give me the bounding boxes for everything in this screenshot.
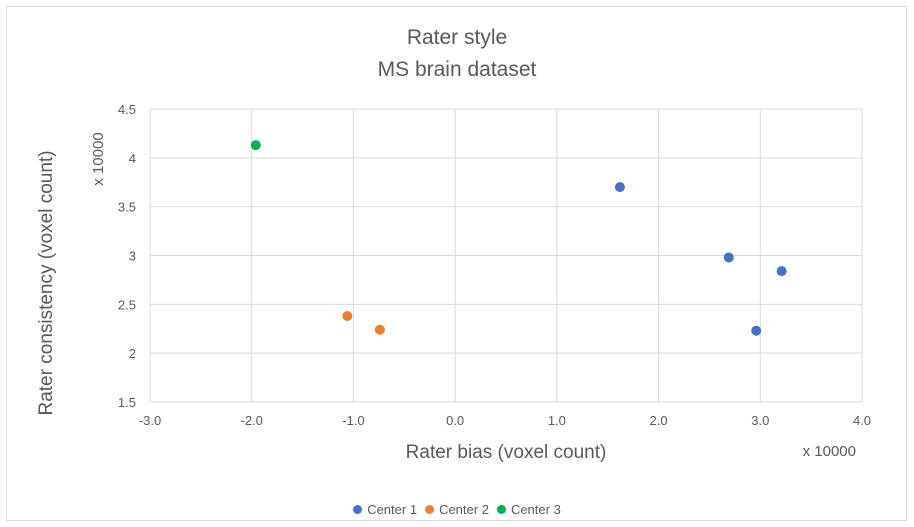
data-point-center-2 bbox=[374, 324, 385, 335]
y-tick-label: 4 bbox=[129, 151, 136, 166]
x-axis-multiplier: x 10000 bbox=[803, 443, 856, 460]
y-tick-label: 1.5 bbox=[118, 395, 136, 410]
legend: Center 1 Center 2 Center 3 bbox=[0, 502, 914, 517]
legend-label: Center 2 bbox=[439, 502, 489, 517]
x-tick-label: -2.0 bbox=[241, 413, 263, 428]
gridlines bbox=[149, 108, 863, 403]
x-tick-label: -1.0 bbox=[342, 413, 364, 428]
x-tick-label: 0.0 bbox=[446, 413, 464, 428]
legend-label: Center 3 bbox=[510, 502, 561, 517]
chart-frame bbox=[6, 6, 907, 521]
legend-marker bbox=[425, 505, 435, 514]
y-tick-label: 3.5 bbox=[118, 200, 136, 215]
y-tick-label: 4.5 bbox=[118, 102, 136, 117]
chart-title-line-2: MS brain dataset bbox=[377, 58, 537, 81]
x-tick-label: 3.0 bbox=[751, 413, 769, 428]
x-tick-label: 2.0 bbox=[650, 413, 668, 428]
x-axis-title: Rater bias (voxel count) bbox=[406, 442, 607, 463]
chart-title-line-1: Rater style bbox=[406, 26, 508, 49]
x-tick-label: 4.0 bbox=[853, 413, 871, 428]
x-tick-label: -3.0 bbox=[139, 413, 161, 428]
legend-marker bbox=[353, 505, 363, 514]
data-point-center-1 bbox=[614, 182, 625, 193]
data-point-center-1 bbox=[776, 266, 787, 277]
x-tick-label: 1.0 bbox=[548, 413, 566, 428]
data-point-center-1 bbox=[751, 325, 762, 336]
data-point-center-2 bbox=[342, 311, 353, 322]
legend-item: Center 2 bbox=[425, 502, 489, 517]
y-tick-label: 3 bbox=[129, 249, 136, 264]
y-tick-label: 2 bbox=[129, 346, 136, 361]
legend-item: Center 1 bbox=[353, 502, 417, 517]
data-point-center-3 bbox=[250, 140, 261, 151]
legend-item: Center 3 bbox=[496, 502, 561, 517]
legend-marker bbox=[496, 505, 506, 514]
y-axis-multiplier: x 10000 bbox=[90, 132, 107, 185]
y-axis-title: Rater consistency (voxel count) bbox=[36, 150, 57, 415]
data-point-center-1 bbox=[723, 252, 734, 263]
y-tick-label: 2.5 bbox=[118, 297, 136, 312]
data-points bbox=[250, 140, 787, 336]
tick-labels: -3.0 -2.0 -1.0 0.0 1.0 2.0 3.0 4.0 1.5 2 2.5 3 3.5 4 4… bbox=[118, 102, 871, 428]
legend-label: Center 1 bbox=[367, 502, 418, 517]
